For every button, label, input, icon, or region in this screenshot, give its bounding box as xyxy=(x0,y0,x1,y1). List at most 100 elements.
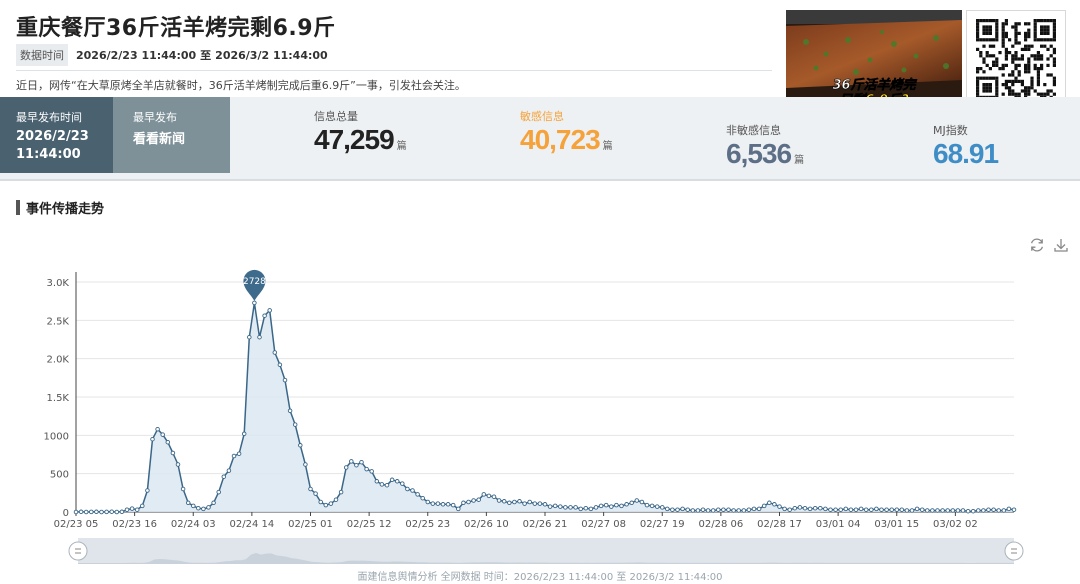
data-time-row: 数据时间 2026/2/23 11:44:00 至 2026/3/2 11:44… xyxy=(16,44,328,66)
data-point xyxy=(960,508,966,513)
data-point xyxy=(767,500,772,506)
data-point xyxy=(298,443,303,448)
data-point xyxy=(588,506,594,512)
data-point xyxy=(517,499,522,504)
data-point xyxy=(833,507,838,512)
data-point xyxy=(772,502,777,507)
stat-sensitive-label: 敏感信息 xyxy=(520,110,564,123)
stat-nonsensitive-unit: 篇 xyxy=(794,155,805,166)
data-point xyxy=(869,507,874,512)
earliest-publisher-value: 看看新闻 xyxy=(133,132,186,147)
data-point xyxy=(950,508,956,513)
qr-code xyxy=(966,10,1066,108)
section-title-bar xyxy=(16,200,20,215)
data-time-start: 2026/2/23 11:44:00 xyxy=(76,48,197,62)
data-point xyxy=(660,505,665,510)
x-tick-label: 03/01 04 xyxy=(816,519,861,530)
x-tick-label: 02/28 17 xyxy=(757,519,802,530)
data-point xyxy=(736,508,741,513)
data-point xyxy=(89,509,94,515)
data-point xyxy=(272,350,278,355)
data-point xyxy=(680,506,685,512)
data-point xyxy=(379,482,385,487)
series-area xyxy=(76,302,1014,512)
refresh-icon[interactable] xyxy=(1028,236,1046,254)
event-summary: 近日，网传“在大草原烤全羊店就餐时，36斤活羊烤制完成后重6.9斤”一事，引发社… xyxy=(16,79,466,92)
data-point xyxy=(919,507,925,512)
data-time-label: 数据时间 xyxy=(16,44,68,66)
data-point xyxy=(695,508,701,513)
stat-total-unit: 篇 xyxy=(396,141,407,152)
news-thumbnail[interactable]: 36斤活羊烤完 只剩6.9斤? xyxy=(786,10,962,108)
zoom-handle-left[interactable] xyxy=(68,541,88,561)
data-point xyxy=(236,451,242,456)
data-point xyxy=(649,503,655,509)
zoom-slider-track xyxy=(78,538,1014,564)
data-point xyxy=(405,486,410,492)
data-point xyxy=(191,503,196,509)
data-point xyxy=(838,507,843,512)
download-icon[interactable] xyxy=(1052,236,1070,254)
data-point xyxy=(598,503,604,509)
data-point xyxy=(665,506,670,512)
x-tick-label: 03/02 02 xyxy=(933,519,978,530)
data-point xyxy=(818,505,823,511)
data-point xyxy=(491,494,497,499)
data-point xyxy=(670,507,675,512)
data-point xyxy=(675,507,680,512)
data-point xyxy=(889,507,894,512)
data-point xyxy=(461,500,466,506)
data-point xyxy=(634,498,640,503)
data-point xyxy=(700,507,706,512)
zoom-handle-right[interactable] xyxy=(1004,541,1024,561)
data-point xyxy=(537,501,543,506)
data-point xyxy=(746,507,752,512)
section-title-text: 事件传播走势 xyxy=(26,202,105,217)
data-point xyxy=(955,508,961,513)
data-point xyxy=(848,507,854,512)
data-point xyxy=(231,453,237,459)
data-point xyxy=(400,481,405,486)
x-tick-label: 02/25 01 xyxy=(288,519,333,530)
data-point xyxy=(343,465,349,470)
x-tick-label: 02/26 10 xyxy=(464,519,509,530)
data-point xyxy=(292,422,298,427)
earliest-time-label: 最早发布时间 xyxy=(16,111,82,124)
data-point xyxy=(287,408,293,414)
data-point xyxy=(486,493,492,499)
data-point xyxy=(828,507,833,512)
page-title: 重庆餐厅36斤活羊烤完剩6.9斤 xyxy=(16,16,336,41)
data-point xyxy=(308,486,313,492)
x-tick-label: 02/28 06 xyxy=(699,519,744,530)
data-point xyxy=(318,499,323,505)
data-point xyxy=(282,377,288,383)
y-tick-label: 1000 xyxy=(44,431,69,442)
data-point xyxy=(257,334,262,340)
earliest-time-date: 2026/2/23 xyxy=(16,129,89,144)
data-point xyxy=(124,507,130,512)
data-point xyxy=(797,505,803,510)
thumbnail-caption-line1: 36斤活羊烤完 xyxy=(832,77,917,93)
data-point xyxy=(981,508,986,513)
data-point xyxy=(879,507,884,512)
data-point xyxy=(644,502,650,508)
data-point xyxy=(1006,506,1012,512)
stats-divider xyxy=(0,179,1080,181)
data-point xyxy=(328,501,334,506)
stat-nonsensitive-label: 非敏感信息 xyxy=(726,124,781,137)
data-point xyxy=(705,508,711,513)
data-point xyxy=(333,497,339,502)
data-point xyxy=(731,508,736,513)
data-time-end: 2026/3/2 11:44:00 xyxy=(215,48,328,62)
peak-label: 2728 xyxy=(243,277,266,287)
data-point xyxy=(145,488,150,493)
data-point xyxy=(624,502,629,507)
data-point xyxy=(262,313,267,318)
data-point xyxy=(970,508,976,514)
data-point xyxy=(532,501,538,506)
section-title: 事件传播走势 xyxy=(16,198,104,217)
data-point xyxy=(899,507,905,512)
data-point xyxy=(165,439,171,445)
data-point xyxy=(573,505,578,510)
data-point xyxy=(481,492,487,497)
